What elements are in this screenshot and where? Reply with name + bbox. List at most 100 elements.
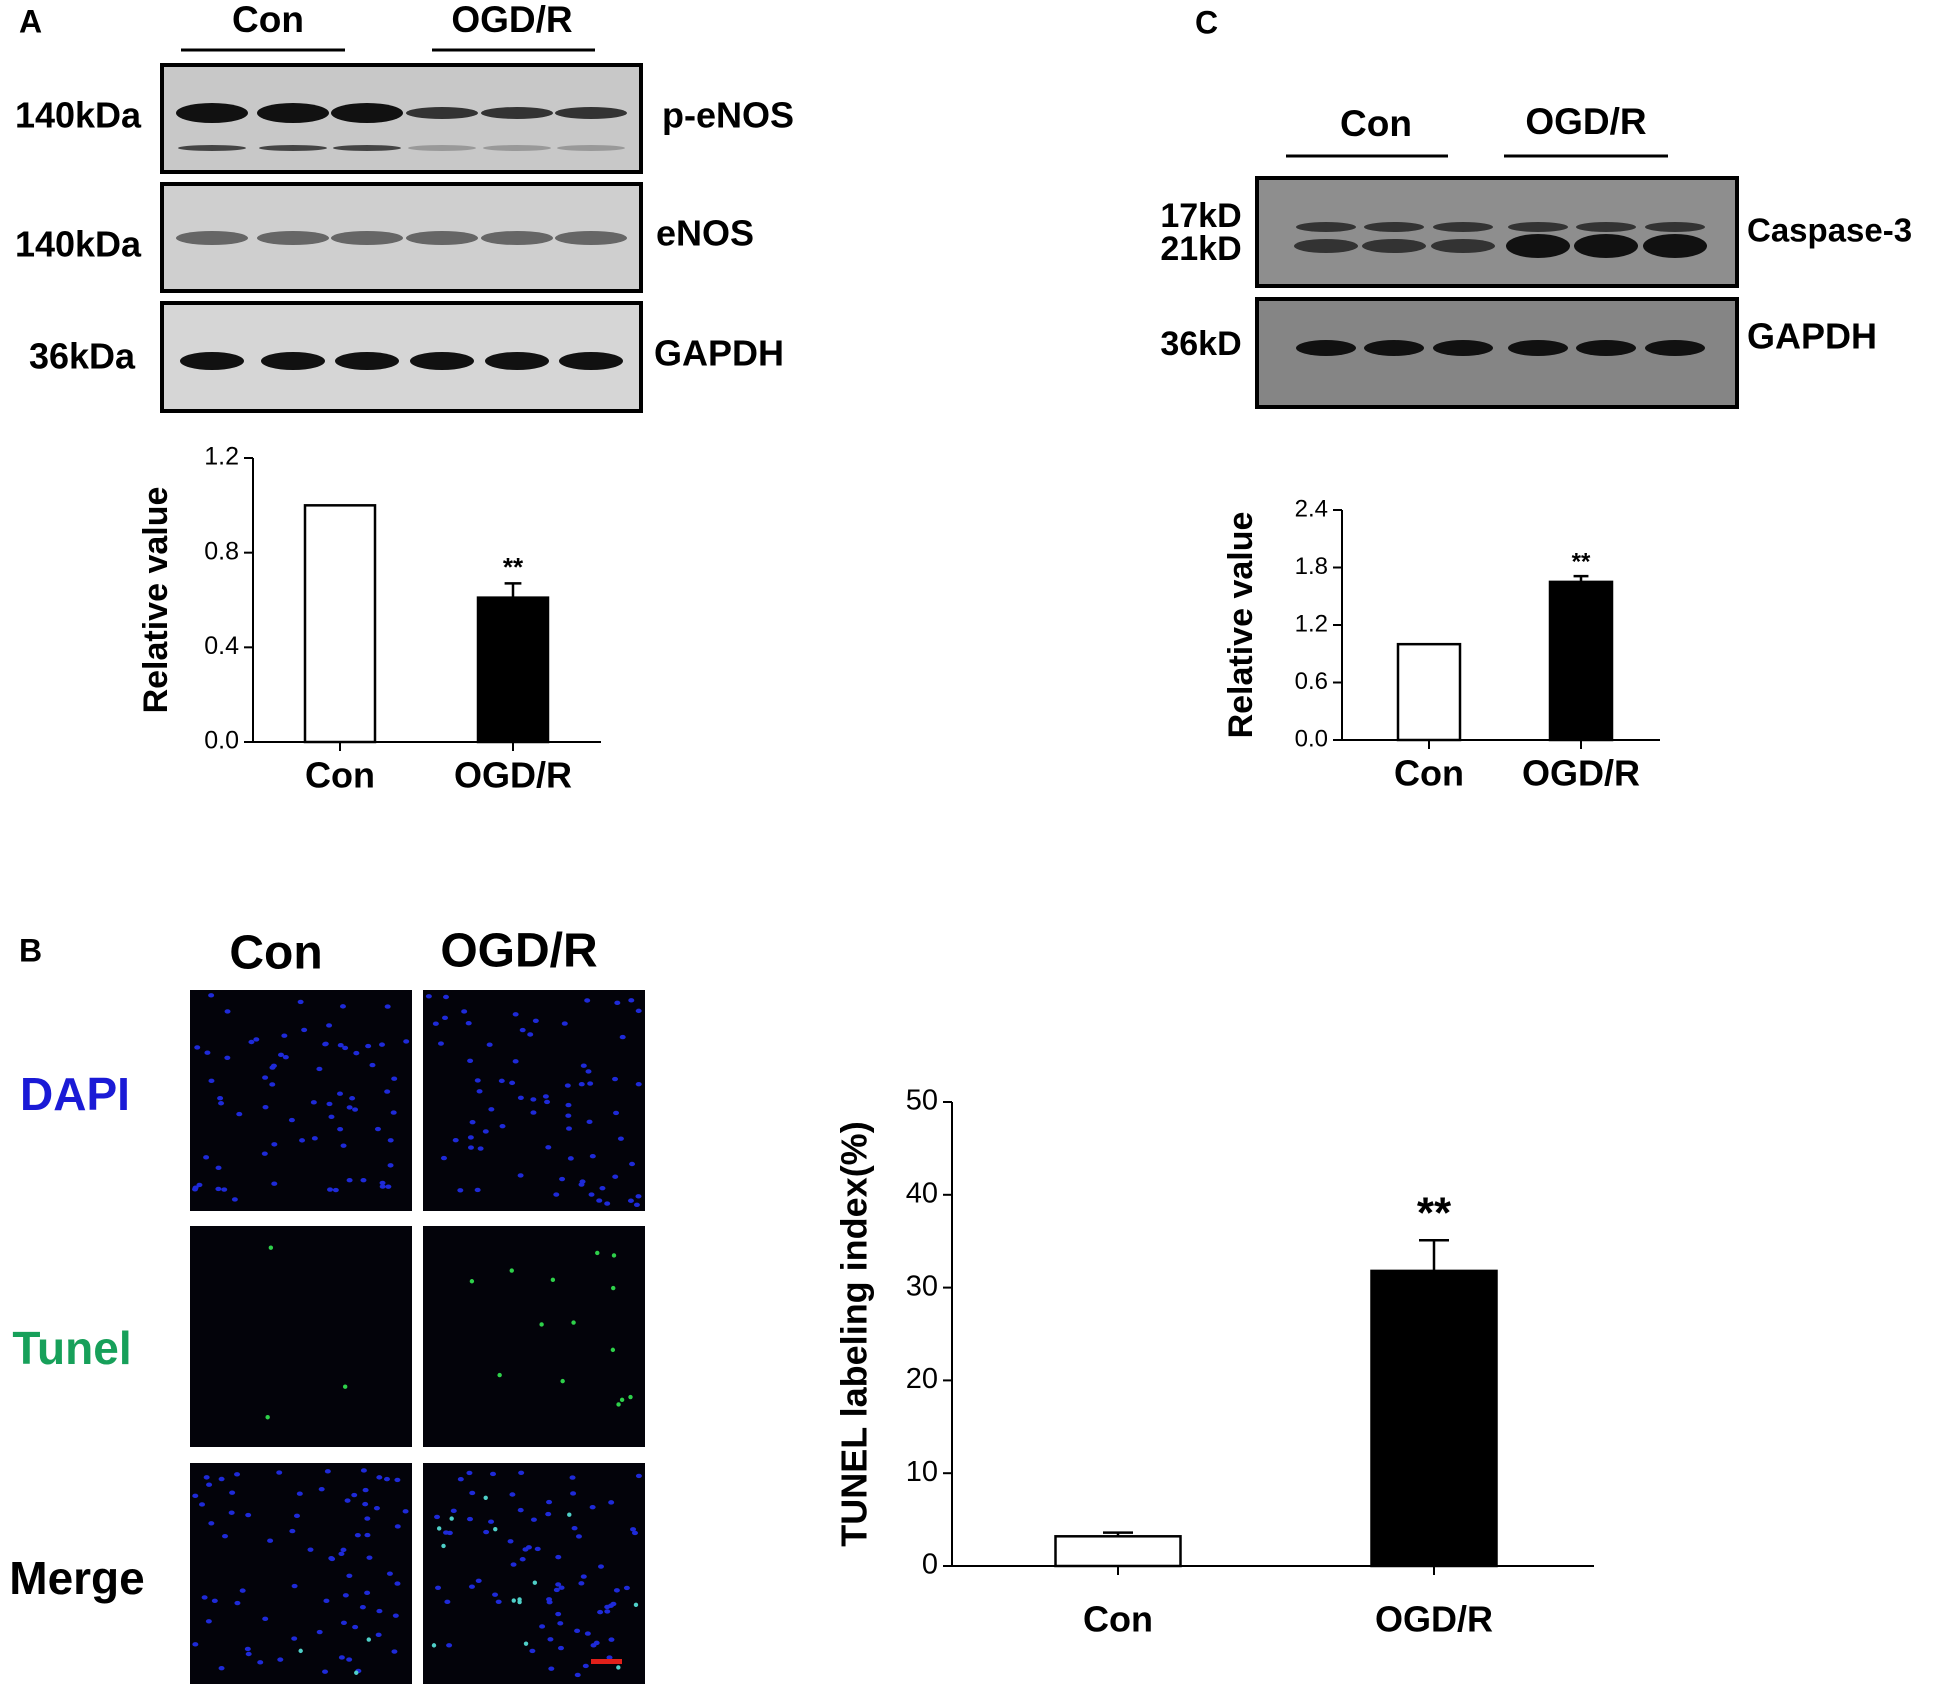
tunel-cell xyxy=(616,1402,621,1407)
nucleus xyxy=(267,1538,274,1543)
nucleus xyxy=(364,1516,371,1521)
bar xyxy=(476,596,550,744)
nucleus xyxy=(365,1043,372,1049)
tunel-cell xyxy=(265,1415,270,1420)
nucleus xyxy=(461,1009,468,1014)
nucleus xyxy=(236,1111,243,1117)
band xyxy=(559,352,623,370)
micrograph xyxy=(423,1226,645,1447)
nucleus xyxy=(218,1665,225,1671)
nucleus xyxy=(608,1500,615,1505)
nucleus xyxy=(477,1146,484,1151)
band xyxy=(481,107,553,119)
y-axis-label: TUNEL labeling index(%) xyxy=(834,1121,875,1546)
x-tick-label: Con xyxy=(1394,753,1464,794)
nucleus xyxy=(352,1624,359,1630)
nucleus xyxy=(486,1042,493,1047)
band xyxy=(1296,340,1356,356)
nucleus xyxy=(566,1126,573,1131)
nucleus xyxy=(545,1145,552,1150)
nucleus xyxy=(488,1519,495,1524)
nucleus xyxy=(612,1076,619,1082)
blot-protein: GAPDH xyxy=(1747,316,1877,357)
nucleus xyxy=(630,1527,637,1532)
nucleus xyxy=(373,1505,380,1511)
nucleus xyxy=(196,1182,203,1188)
nucleus xyxy=(529,1648,536,1654)
nucleus xyxy=(607,1603,614,1608)
blot-size: 36kDa xyxy=(29,336,136,377)
tunel-cell xyxy=(610,1347,616,1353)
tunel-cell xyxy=(571,1320,576,1325)
nucleus xyxy=(623,1585,630,1591)
nucleus xyxy=(386,1571,393,1576)
tunel-cell xyxy=(611,1285,616,1291)
annotation: ** xyxy=(1572,548,1591,575)
nucleus xyxy=(326,1101,333,1107)
nucleus xyxy=(507,1539,514,1544)
bar xyxy=(303,504,377,744)
nucleus xyxy=(542,1094,549,1099)
nucleus xyxy=(519,1557,526,1562)
nucleus xyxy=(316,1629,323,1635)
nucleus xyxy=(437,1041,444,1046)
nucleus xyxy=(379,1042,386,1047)
band xyxy=(1433,340,1493,356)
nucleus xyxy=(211,1598,218,1603)
nucleus xyxy=(206,1482,213,1487)
nucleus xyxy=(297,999,304,1005)
blot-protein: eNOS xyxy=(656,213,754,254)
nucleus xyxy=(466,1470,473,1476)
nucleus xyxy=(199,1502,206,1507)
nucleus xyxy=(203,1155,210,1160)
tunel-cell xyxy=(550,1277,556,1283)
nucleus xyxy=(512,1012,519,1017)
band xyxy=(1508,222,1568,232)
nucleus xyxy=(253,1037,260,1042)
nucleus xyxy=(582,1663,589,1669)
nucleus xyxy=(443,1530,450,1535)
nucleus xyxy=(604,1609,611,1614)
nucleus xyxy=(342,1045,349,1051)
nucleus xyxy=(391,1076,398,1081)
nucleus xyxy=(467,1058,474,1063)
nucleus xyxy=(364,1590,371,1596)
nucleus xyxy=(596,1198,603,1203)
band xyxy=(483,145,551,151)
nucleus xyxy=(467,1135,474,1140)
x-tick-label: OGD/R xyxy=(454,755,572,796)
nucleus xyxy=(392,1613,399,1618)
nucleus xyxy=(340,1620,347,1626)
y-tick-label: 2.4 xyxy=(1295,495,1328,522)
band xyxy=(1574,234,1638,258)
nucleus xyxy=(234,1472,241,1477)
nucleus xyxy=(326,1023,333,1028)
nucleus xyxy=(468,1584,475,1589)
nucleus xyxy=(288,1117,295,1123)
micrograph xyxy=(190,1463,412,1684)
y-tick-label: 1.8 xyxy=(1295,553,1328,580)
nucleus xyxy=(245,1512,252,1518)
nucleus xyxy=(375,1632,382,1638)
tunel-cell xyxy=(298,1648,303,1654)
nucleus xyxy=(574,1628,581,1634)
nucleus xyxy=(379,1184,386,1189)
nucleus xyxy=(346,1105,353,1110)
nucleus xyxy=(530,1517,537,1522)
tunel-cell xyxy=(497,1372,502,1378)
band xyxy=(176,103,248,123)
y-axis-label: Relative value xyxy=(1222,512,1260,739)
nucleus xyxy=(224,1009,231,1014)
tunel-cell xyxy=(595,1250,600,1256)
tunel-cell xyxy=(567,1512,572,1517)
y-tick-label: 1.2 xyxy=(204,443,239,471)
tunel-cell xyxy=(628,1394,633,1400)
nucleus xyxy=(342,1593,349,1598)
nucleus xyxy=(208,1521,215,1526)
nucleus xyxy=(394,1524,401,1529)
nucleus xyxy=(351,1492,358,1498)
annotation: ** xyxy=(1417,1189,1452,1238)
nucleus xyxy=(316,1066,323,1072)
nucleus xyxy=(215,1186,222,1192)
nucleus xyxy=(364,1532,371,1538)
